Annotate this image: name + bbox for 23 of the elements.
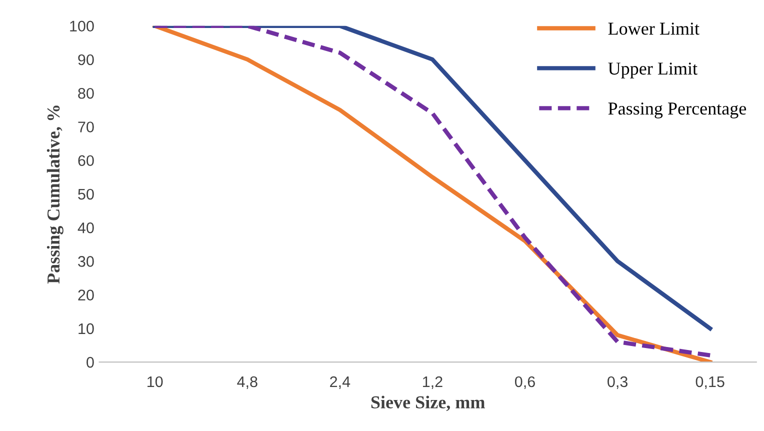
- x-axis-title: Sieve Size, mm: [371, 396, 485, 412]
- legend-label: Passing Percentage: [608, 102, 746, 118]
- y-tick-label: 50: [78, 188, 94, 200]
- x-tick-label: 10: [148, 376, 163, 388]
- y-tick-label: 70: [78, 122, 94, 132]
- x-tick-label: 1,2: [423, 376, 442, 389]
- x-tick-label: 0,6: [514, 376, 535, 389]
- y-tick-label: 60: [78, 155, 94, 166]
- y-tick-label: 90: [78, 54, 94, 66]
- x-tick-label: 4,8: [237, 376, 258, 389]
- y-tick-label: 0: [86, 356, 94, 368]
- legend-label: Lower Limit: [608, 22, 700, 35]
- y-tick-label: 80: [78, 88, 94, 99]
- y-tick-label: 20: [78, 290, 94, 300]
- x-tick-label: 0,15: [696, 376, 724, 389]
- y-axis-title: Passing Cumulative, %: [46, 106, 64, 284]
- x-tick-label: 2,4: [330, 376, 350, 389]
- y-tick-label: 40: [78, 222, 94, 234]
- legend-label: Upper Limit: [608, 62, 698, 78]
- x-tick-label: 0,3: [608, 376, 628, 389]
- y-tick-label: 30: [78, 256, 94, 267]
- y-tick-label: 10: [78, 323, 94, 334]
- y-tick-label: 100: [70, 20, 94, 32]
